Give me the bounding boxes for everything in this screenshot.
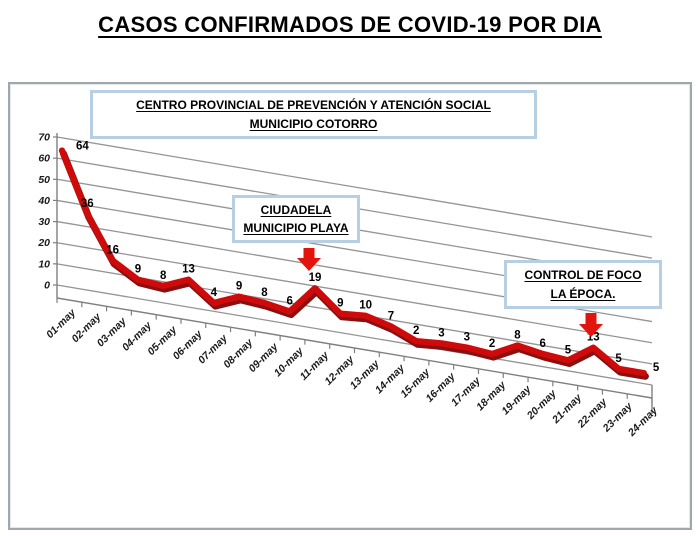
data-label: 8 [261, 287, 268, 299]
data-label: 2 [413, 325, 419, 337]
data-label: 8 [160, 270, 167, 282]
data-label: 6 [539, 338, 545, 350]
y-axis-label: 30 [38, 216, 50, 228]
data-label: 3 [438, 327, 444, 339]
annotation-text: MUNICIPIO COTORRO [249, 117, 378, 131]
down-arrow-control-de-foco-icon [579, 313, 603, 337]
annotation-box-centro-provincial: CENTRO PROVINCIAL DE PREVENCIÓN Y ATENCI… [90, 90, 537, 139]
series-line [58, 147, 647, 377]
data-label: 2 [489, 338, 495, 350]
y-axis-label: 10 [38, 258, 50, 270]
y-axis-label: 0 [44, 280, 50, 292]
data-label: 5 [565, 344, 572, 356]
data-label: 9 [337, 298, 343, 310]
y-axis-label: 50 [38, 174, 50, 186]
data-label: 36 [81, 198, 94, 210]
data-label: 9 [236, 281, 242, 293]
gridline [56, 242, 653, 344]
data-label: 64 [76, 141, 89, 153]
data-label: 3 [464, 332, 470, 344]
y-axis-label: 20 [37, 237, 50, 249]
data-label: 8 [514, 329, 521, 341]
y-axis-label: 70 [38, 132, 50, 144]
data-label: 16 [106, 245, 119, 257]
annotation-text: MUNICIPIO PLAYA [243, 221, 349, 236]
data-label: 6 [286, 295, 292, 307]
annotation-text: CENTRO PROVINCIAL DE PREVENCIÓN Y ATENCI… [136, 98, 491, 112]
annotation-text: CONTROL DE FOCO [524, 268, 642, 282]
down-arrow-ciudadela-icon [297, 248, 321, 271]
gridline [56, 284, 653, 386]
data-label: 4 [211, 287, 218, 299]
data-label: 5 [653, 362, 660, 374]
data-label: 7 [388, 310, 394, 322]
annotation-text: CIUDADELA [260, 202, 332, 217]
y-axis-label: 40 [37, 195, 50, 207]
chart-frame: 0 10 20 30 40 50 60 70 64 36 16 9 8 13 4 9 8 6 19 9 10 7 2 3 3 2 8… [8, 82, 692, 530]
data-label: 5 [615, 353, 622, 365]
data-label: 13 [182, 264, 195, 276]
annotation-box-control-de-foco: CONTROL DE FOCO LA ÉPOCA. [504, 260, 662, 309]
y-axis-label: 60 [38, 153, 50, 165]
page-title: CASOS CONFIRMADOS DE COVID-19 POR DIA [98, 12, 602, 37]
data-label: 19 [309, 272, 322, 284]
line-chart: 0 10 20 30 40 50 60 70 64 36 16 9 8 13 4 9 8 6 19 9 10 7 2 3 3 2 8… [37, 132, 661, 440]
data-label: 9 [135, 264, 141, 276]
data-label: 10 [359, 300, 372, 312]
gridline [56, 136, 653, 238]
annotation-text: LA ÉPOCA. [550, 287, 616, 301]
annotation-box-ciudadela: CIUDADELA MUNICIPIO PLAYA [232, 195, 360, 243]
